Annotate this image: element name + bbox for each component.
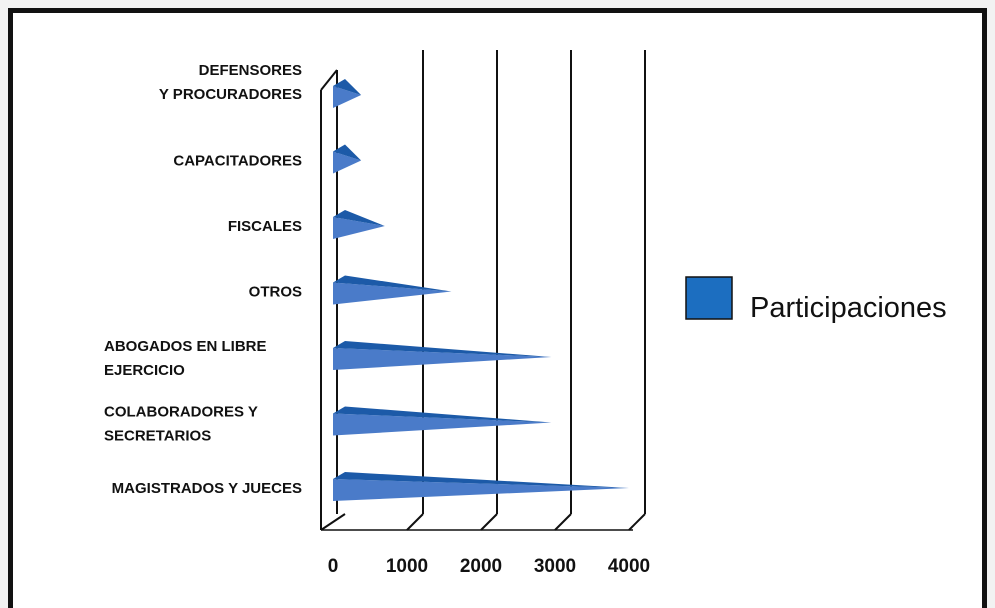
category-label: Y PROCURADORES xyxy=(159,86,302,103)
bar xyxy=(333,479,629,501)
x-tick-label: 3000 xyxy=(534,556,576,577)
bar-top xyxy=(333,144,362,161)
x-tick-label: 1000 xyxy=(386,556,428,577)
category-label: SECRETARIOS xyxy=(104,428,211,445)
bar xyxy=(333,348,552,370)
gridline-floor-2000 xyxy=(480,513,498,531)
bar-top xyxy=(333,472,629,488)
bar xyxy=(333,413,552,436)
bar-top xyxy=(333,406,552,423)
category-label: COLABORADORES Y xyxy=(104,404,258,421)
bar-top xyxy=(333,210,385,226)
category-label: FISCALES xyxy=(228,218,302,235)
gridline-floor-0 xyxy=(320,513,346,531)
category-label: CAPACITADORES xyxy=(173,153,302,170)
axis-wall-top xyxy=(320,69,338,91)
bar xyxy=(333,282,452,305)
gridline-floor-3000 xyxy=(554,513,572,531)
x-tick-label: 0 xyxy=(328,556,339,577)
x-tick-label: 4000 xyxy=(608,556,650,577)
category-label: MAGISTRADOS Y JUECES xyxy=(112,480,302,497)
bar-top xyxy=(333,275,452,292)
bar xyxy=(333,86,362,108)
gridline-floor-1000 xyxy=(406,513,424,531)
category-label: EJERCICIO xyxy=(104,362,185,379)
category-label: DEFENSORES xyxy=(199,62,302,79)
legend-swatch xyxy=(685,276,733,320)
category-label: ABOGADOS EN LIBRE xyxy=(104,338,267,355)
bar xyxy=(333,217,385,239)
category-label: OTROS xyxy=(249,284,302,301)
bar xyxy=(333,151,362,174)
legend-label: Participaciones xyxy=(750,292,947,324)
bar-top xyxy=(333,79,362,95)
bar-top xyxy=(333,341,552,357)
x-tick-label: 2000 xyxy=(460,556,502,577)
gridline-floor-4000 xyxy=(628,513,646,531)
